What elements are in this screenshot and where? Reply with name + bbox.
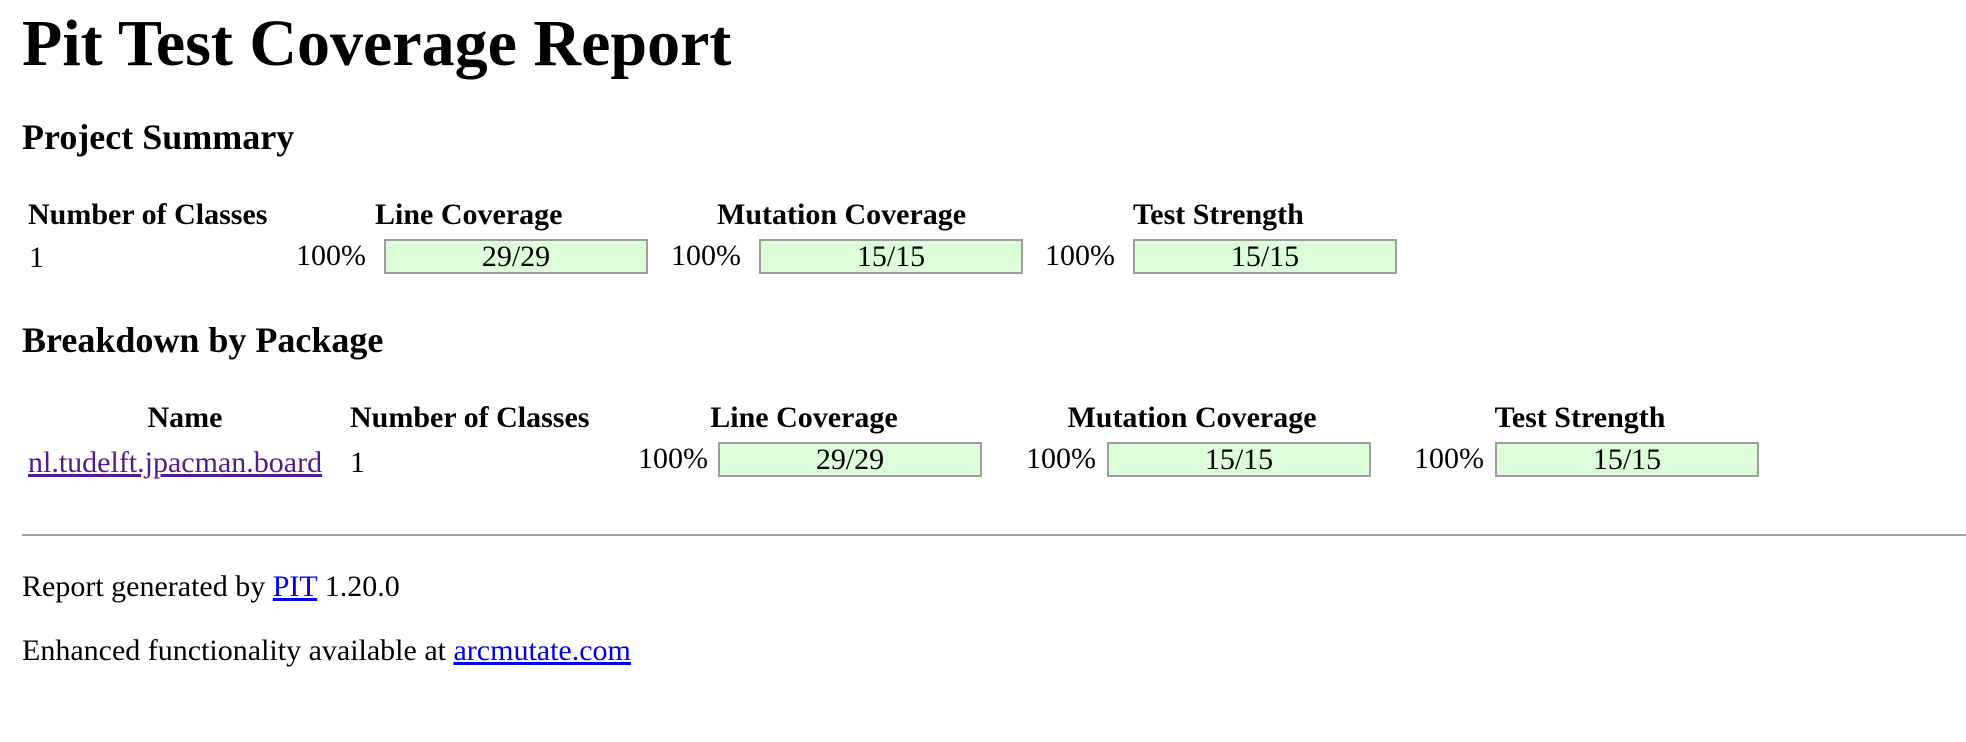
summary-strength-percent: 100% <box>1045 239 1115 272</box>
package-line-percent: 100% <box>638 442 708 475</box>
package-link[interactable]: nl.tudelft.jpacman.board <box>28 446 323 479</box>
package-strength-ratio: 15/15 <box>1592 443 1662 476</box>
package-mutation-percent: 100% <box>1026 442 1096 475</box>
enhanced-functionality-line: Enhanced functionality available at arcm… <box>22 633 631 669</box>
breakdown-header-mutation-coverage: Mutation Coverage <box>1067 401 1317 434</box>
summary-line-coverage-bar: 29/29 <box>384 239 648 274</box>
enhanced-prefix: Enhanced functionality available at <box>22 634 446 667</box>
summary-strength-ratio: 15/15 <box>1230 240 1300 273</box>
summary-header-mutation-coverage: Mutation Coverage <box>717 198 967 231</box>
summary-mutation-ratio: 15/15 <box>856 240 926 273</box>
package-test-strength-fill <box>1497 444 1757 475</box>
page-title: Pit Test Coverage Report <box>22 7 732 80</box>
summary-test-strength-bar: 15/15 <box>1133 239 1397 274</box>
pit-link[interactable]: PIT <box>272 570 318 603</box>
package-mutation-coverage-bar: 15/15 <box>1107 442 1371 477</box>
package-mutation-coverage-fill <box>1109 444 1369 475</box>
breakdown-heading: Breakdown by Package <box>22 320 384 360</box>
summary-classes-count: 1 <box>29 241 44 274</box>
report-generated-line: Report generated by PIT 1.20.0 <box>22 569 400 605</box>
package-line-ratio: 29/29 <box>815 443 885 476</box>
breakdown-header-test-strength: Test Strength <box>1494 401 1666 434</box>
summary-line-ratio: 29/29 <box>481 240 551 273</box>
summary-line-percent: 100% <box>296 239 366 272</box>
package-line-coverage-bar: 29/29 <box>718 442 982 477</box>
pit-version: 1.20.0 <box>324 570 400 603</box>
generated-prefix: Report generated by <box>22 570 266 603</box>
summary-header-line-coverage: Line Coverage <box>375 198 563 231</box>
package-line-coverage-fill <box>720 444 980 475</box>
footer-divider <box>22 534 1966 536</box>
summary-mutation-coverage-bar: 15/15 <box>759 239 1023 274</box>
breakdown-header-classes: Number of Classes <box>350 401 590 434</box>
breakdown-header-line-coverage: Line Coverage <box>710 401 898 434</box>
breakdown-header-name: Name <box>147 401 223 434</box>
package-mutation-ratio: 15/15 <box>1204 443 1274 476</box>
arcmutate-link[interactable]: arcmutate.com <box>453 634 631 667</box>
project-summary-heading: Project Summary <box>22 117 295 157</box>
package-classes-count: 1 <box>350 446 365 479</box>
package-test-strength-bar: 15/15 <box>1495 442 1759 477</box>
summary-mutation-percent: 100% <box>671 239 741 272</box>
package-strength-percent: 100% <box>1414 442 1484 475</box>
summary-header-classes: Number of Classes <box>28 198 268 231</box>
summary-header-test-strength: Test Strength <box>1133 198 1304 231</box>
summary-line-coverage-fill <box>386 241 646 272</box>
summary-test-strength-fill <box>1135 241 1395 272</box>
summary-mutation-coverage-fill <box>761 241 1021 272</box>
